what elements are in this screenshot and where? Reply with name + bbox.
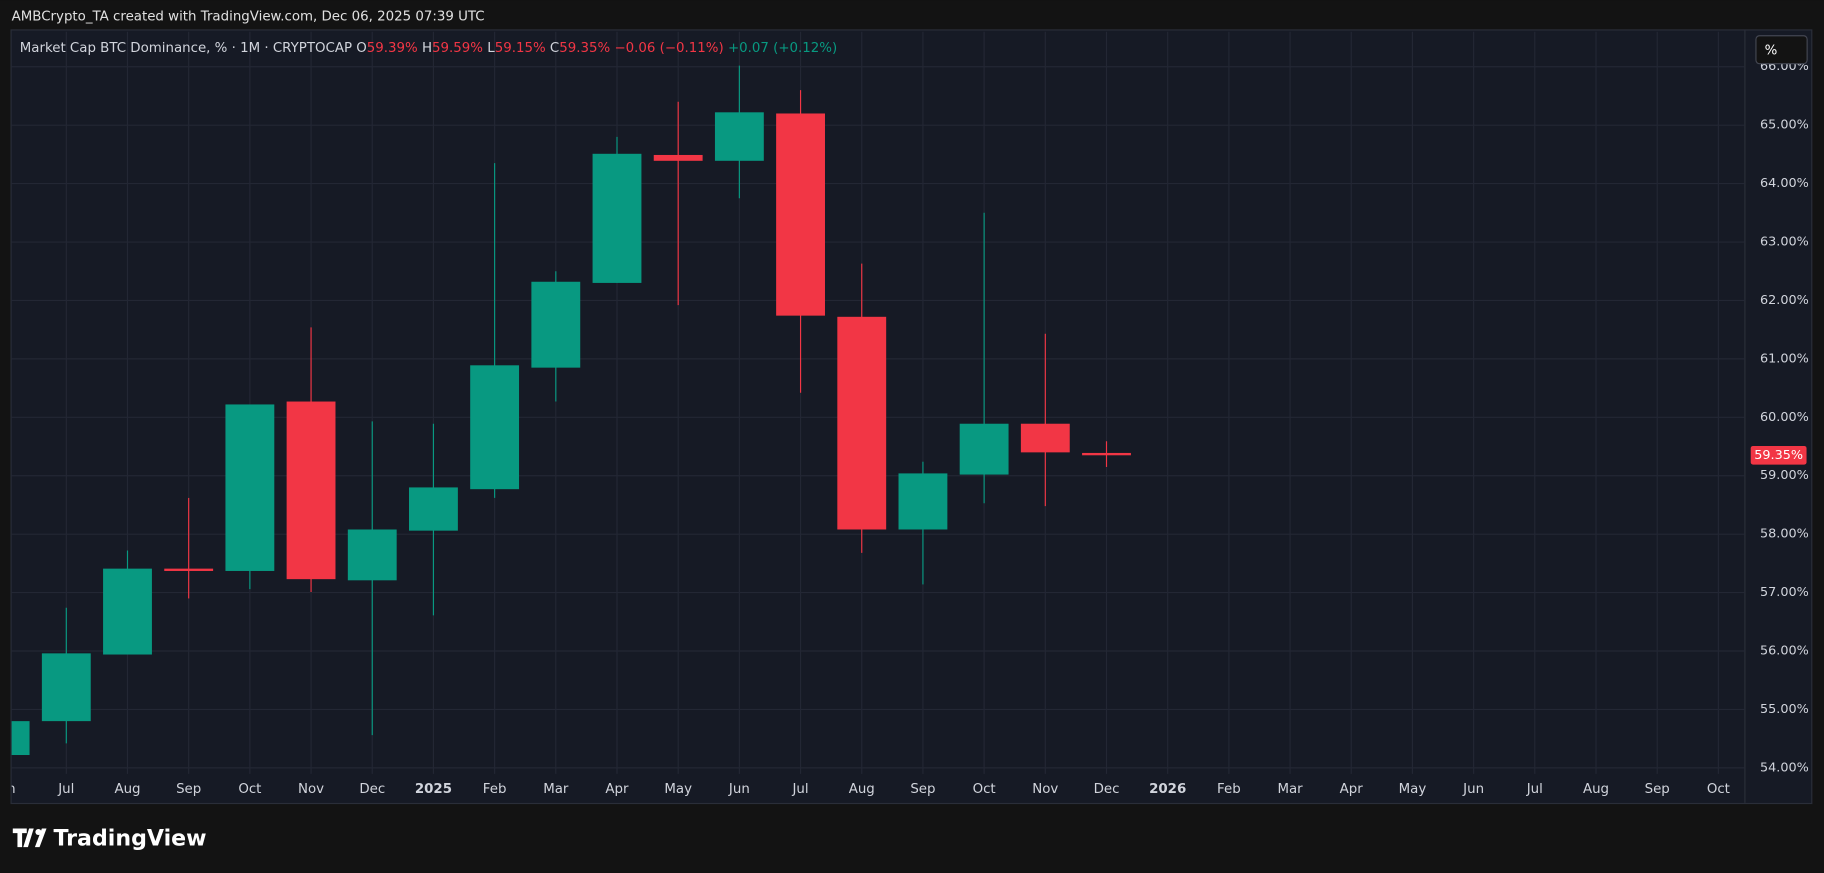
last-price-tag	[1750, 445, 1807, 465]
candle-body	[41, 653, 91, 722]
x-tick-label: Dec	[359, 782, 385, 797]
x-tick-label: Feb	[1217, 782, 1241, 797]
candle-body	[592, 153, 642, 283]
logo	[12, 828, 47, 848]
y-tick-label: 62.00%	[1760, 293, 1809, 308]
candle-body	[286, 401, 336, 580]
x-tick-label: Jul	[1526, 782, 1543, 797]
candle-body	[103, 568, 152, 655]
logo-mark-2	[34, 828, 47, 848]
x-tick-label: May	[1399, 782, 1427, 797]
x-tick-label: Jun	[728, 782, 750, 797]
x-tick-label: Nov	[298, 782, 324, 797]
x-tick-label: Sep	[1645, 782, 1670, 797]
candle-body	[225, 404, 275, 571]
candle-body	[653, 154, 703, 161]
c-value: 59.35%	[559, 41, 610, 56]
y-tick-label: 60.00%	[1760, 410, 1809, 425]
candle-body	[164, 568, 214, 571]
x-tick-label: Apr	[605, 782, 629, 797]
candle-body	[959, 423, 1009, 475]
x-tick-label: Sep	[176, 782, 201, 797]
o-label: O	[356, 41, 367, 56]
y-tick-label: 61.00%	[1760, 351, 1809, 366]
logo-dot	[35, 828, 42, 836]
l-label: L	[487, 41, 495, 56]
x-tick-label: Nov	[1032, 782, 1058, 797]
l-value: 59.15%	[495, 41, 546, 56]
candle-body	[409, 487, 458, 531]
candle-body	[714, 112, 764, 161]
x-tick-label: Sep	[910, 782, 935, 797]
x-tick-label: 2026	[1149, 782, 1186, 797]
x-tick-label: Mar	[543, 782, 569, 797]
x-tick-label: Apr	[1340, 782, 1364, 797]
candle-body	[898, 473, 948, 530]
x-tick-label: May	[664, 782, 692, 797]
candle-body	[11, 721, 30, 756]
y-tick-label: 54.00%	[1760, 760, 1809, 775]
logo-mark	[12, 828, 34, 848]
x-tick-label: Jul	[57, 782, 74, 797]
o-value: 59.39%	[367, 41, 418, 56]
symbol: Market Cap BTC Dominance, % · 1M · CRYPT…	[20, 41, 352, 56]
change: −0.06 (−0.11%)	[614, 41, 723, 56]
x-tick-label: Aug	[114, 782, 140, 797]
candle-body	[470, 365, 520, 490]
y-tick-label: 59.00%	[1760, 468, 1809, 483]
candle-body	[531, 281, 581, 368]
h-value: 59.59%	[432, 41, 483, 56]
candle-body	[347, 529, 397, 581]
candle-body	[776, 113, 825, 316]
y-tick-label: 63.00%	[1760, 235, 1809, 250]
last-price-label: 59.35%	[1754, 448, 1803, 463]
x-tick-label: Aug	[849, 782, 875, 797]
x-tick-label: Jul	[791, 782, 808, 797]
x-tick-label: Mar	[1277, 782, 1303, 797]
candle-body	[1020, 423, 1070, 453]
y-tick-label: 56.00%	[1760, 644, 1809, 659]
scale-button-label[interactable]: %	[1765, 43, 1778, 58]
x-tick-label: Oct	[973, 782, 996, 797]
y-tick-label: 64.00%	[1760, 176, 1809, 191]
y-tick-label: 58.00%	[1760, 527, 1809, 542]
x-tick-label: Oct	[1707, 782, 1730, 797]
candle-body	[837, 316, 887, 530]
scale-button[interactable]	[1755, 35, 1808, 65]
logo-text: TradingView	[54, 825, 207, 851]
c-label: C	[550, 41, 559, 56]
y-tick-label: 65.00%	[1760, 118, 1809, 133]
y-tick-label: 55.00%	[1760, 702, 1809, 717]
x-tick-label: Oct	[238, 782, 261, 797]
x-tick-label: Dec	[1094, 782, 1120, 797]
x-tick-label: Aug	[1583, 782, 1609, 797]
credit: AMBCrypto_TA created with TradingView.co…	[12, 10, 485, 25]
x-tick-label: Jun	[0, 782, 16, 797]
y-tick-label: 57.00%	[1760, 585, 1809, 600]
x-tick-label: Feb	[483, 782, 507, 797]
x-tick-label: 2025	[415, 782, 452, 797]
x-tick-label: Jun	[1462, 782, 1484, 797]
h-label: H	[422, 41, 432, 56]
candle-body	[1082, 452, 1131, 456]
extra-change: +0.07 (+0.12%)	[728, 41, 837, 56]
legend: Market Cap BTC Dominance, % · 1M · CRYPT…	[20, 41, 837, 56]
